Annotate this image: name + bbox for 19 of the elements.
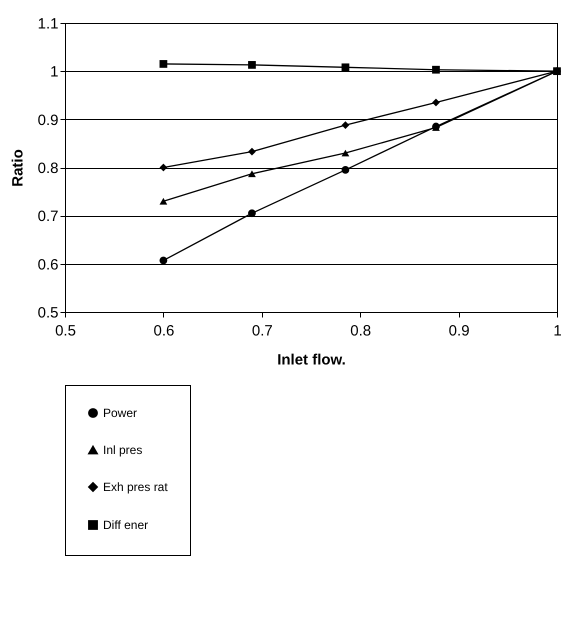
y-axis-title: Ratio xyxy=(10,149,27,187)
legend-label: Inl pres xyxy=(103,443,142,457)
y-tick-label: 1 xyxy=(50,64,58,81)
y-tick-label: 0.8 xyxy=(38,160,58,177)
x-axis-title: Inlet flow. xyxy=(277,352,346,368)
legend-label: Exh pres rat xyxy=(103,480,168,494)
y-tick-label: 0.9 xyxy=(38,112,58,129)
x-tick-label: 1 xyxy=(553,322,562,340)
legend-label: Power xyxy=(103,406,138,420)
x-tick-label: 0.5 xyxy=(55,322,76,340)
x-tick-label: 0.9 xyxy=(448,322,470,340)
x-tick-label: 0.6 xyxy=(153,322,174,340)
legend-label: Diff ener xyxy=(103,518,148,532)
y-tick-label: 1.1 xyxy=(38,16,58,32)
y-tick-label: 0.6 xyxy=(38,256,58,274)
y-tick-label: 0.7 xyxy=(38,208,58,226)
y-tick-label: 0.5 xyxy=(38,304,58,322)
x-tick-label: 0.7 xyxy=(252,322,273,340)
x-tick-label: 0.8 xyxy=(350,322,372,340)
